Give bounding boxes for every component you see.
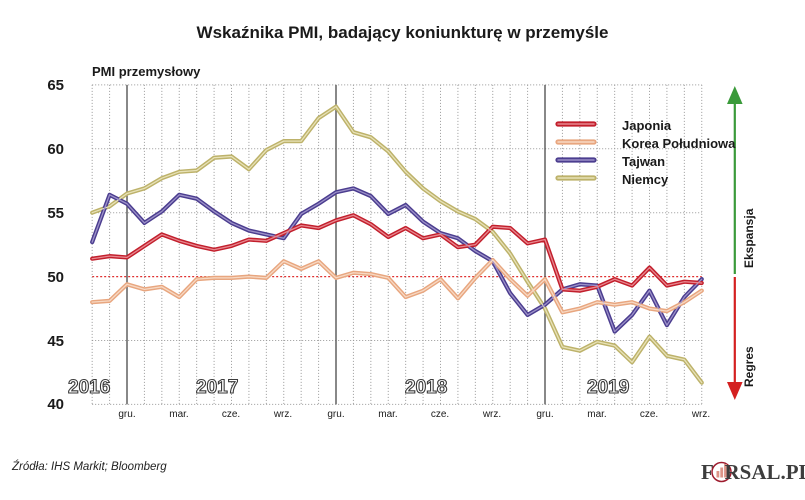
- svg-text:RSAL.PL: RSAL.PL: [725, 460, 805, 484]
